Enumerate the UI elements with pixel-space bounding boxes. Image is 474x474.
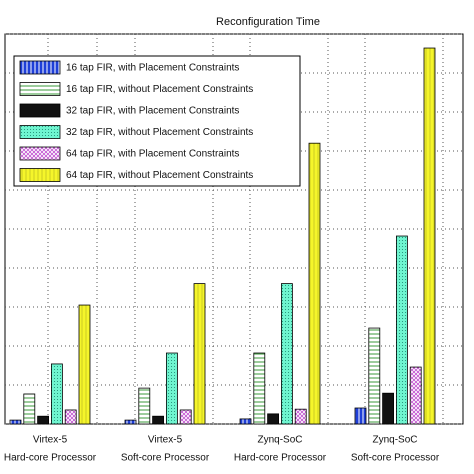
bar [51,363,63,425]
bar [253,352,266,425]
bar [423,47,436,425]
bar [165,352,178,425]
legend-label: 64 tap FIR, without Placement Constraint… [66,170,253,181]
bar [395,235,408,425]
bar [78,304,91,425]
bar [354,407,367,425]
legend-box [13,55,301,187]
bar [382,392,395,425]
bar [267,413,280,425]
bar [37,415,49,425]
legend-label: 64 tap FIR, with Placement Constraints [66,149,239,160]
bar [138,387,151,425]
bar [179,409,192,425]
legend-swatch [19,103,61,118]
x-tick-label: Hard-core Processor [4,453,97,464]
x-tick-label: Zynq-SoC [257,435,302,446]
legend-swatch [19,82,61,96]
x-tick-label: Soft-core Processor [121,453,210,464]
x-tick-label: Hard-core Processor [234,453,327,464]
bar [124,419,137,425]
bar [239,418,252,425]
x-tick-label: Soft-core Processor [351,453,440,464]
legend-swatch [19,168,61,182]
bar [308,142,321,425]
legend-label: 32 tap FIR, with Placement Constraints [66,106,239,117]
x-tick-label: Zynq-SoC [372,435,417,446]
legend-label: 32 tap FIR, without Placement Constraint… [66,127,253,138]
legend-swatch [19,125,61,139]
x-tick-label: Virtex-5 [33,435,68,446]
bar [9,419,22,425]
bar [294,408,307,425]
bar [64,409,77,425]
legend-label: 16 tap FIR, with Placement Constraints [66,63,239,74]
bar [23,393,36,425]
x-tick-label: Virtex-5 [148,435,183,446]
bar [280,283,293,425]
bar [409,366,422,425]
bar [152,415,165,425]
legend-swatch [19,60,61,75]
chart-title: Reconfiguration Time [216,16,320,28]
legend-swatch [19,146,61,161]
legend-label: 16 tap FIR, without Placement Constraint… [66,84,253,95]
bar [368,327,381,425]
bar [193,283,206,425]
